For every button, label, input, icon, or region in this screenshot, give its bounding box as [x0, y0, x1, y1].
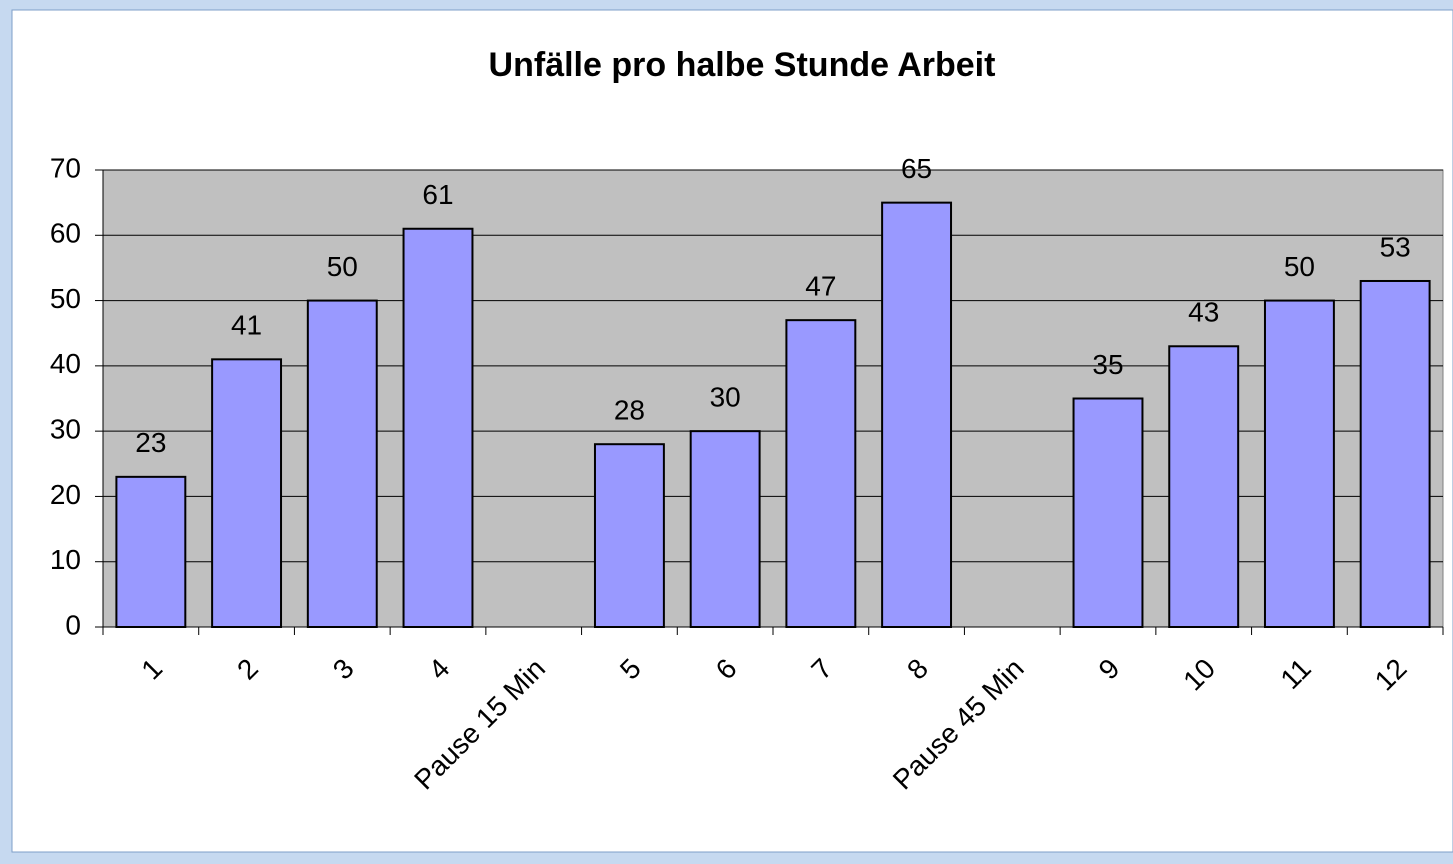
y-tick-label: 10 — [50, 544, 81, 575]
bar — [1072, 397, 1144, 628]
data-label: 23 — [135, 427, 166, 458]
bar — [306, 299, 378, 628]
data-label: 43 — [1188, 297, 1219, 328]
data-label: 50 — [1284, 251, 1315, 282]
data-label: 50 — [327, 251, 358, 282]
chart-title: Unfälle pro halbe Stunde Arbeit — [489, 46, 996, 84]
bar — [593, 443, 665, 629]
data-label: 28 — [614, 395, 645, 426]
bar — [115, 475, 187, 629]
y-tick-label: 20 — [50, 479, 81, 510]
y-tick-label: 40 — [50, 348, 81, 379]
data-label: 47 — [805, 271, 836, 302]
bar — [211, 358, 283, 628]
bar — [1168, 345, 1240, 628]
data-label: 61 — [422, 179, 453, 210]
y-tick-label: 0 — [65, 609, 81, 640]
bar — [785, 319, 857, 628]
data-label: 65 — [901, 153, 932, 184]
y-tick-label: 30 — [50, 414, 81, 445]
bar — [689, 430, 761, 628]
data-label: 30 — [710, 382, 741, 413]
bar — [881, 201, 953, 628]
bar — [402, 227, 474, 628]
bar — [1359, 279, 1431, 628]
y-tick-label: 70 — [50, 152, 81, 183]
plot-area — [102, 169, 1444, 628]
data-label: 41 — [231, 310, 262, 341]
data-label: 53 — [1380, 231, 1411, 262]
y-tick-label: 60 — [50, 218, 81, 249]
y-tick-label: 50 — [50, 283, 81, 314]
data-label: 35 — [1092, 349, 1123, 380]
bar — [1263, 299, 1335, 628]
